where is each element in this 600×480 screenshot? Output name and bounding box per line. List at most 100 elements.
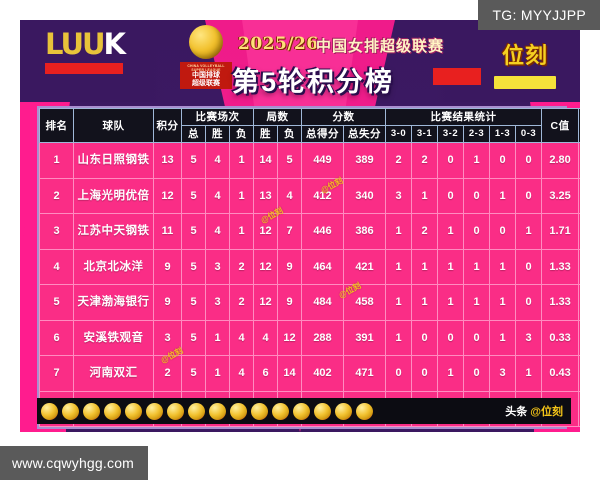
weike-logo-bar [494,76,556,89]
cell-points-for: 484 [301,284,344,321]
round-title: 第5轮积分榜 [232,67,395,97]
league-title: 中国女排超级联赛 [316,38,445,55]
th-sets-group: 局数 [253,108,302,126]
cell-c-value: 1.71 [541,213,580,250]
cell-result-0-3: 0 [514,142,543,179]
cell-matches-win: 3 [205,284,230,321]
cell-z-value: 0.85 [578,355,580,392]
poster-graphic: LUUK CHINA VOLLEYBALL SUPER LEAGUE 中国排球 … [20,20,580,432]
cell-result-2-3: 1 [463,142,490,179]
cell-matches-loss: 2 [229,248,254,285]
cell-sets-win: 12 [253,213,278,250]
cell-sets-loss: 14 [277,355,302,392]
cell-matches-total: 5 [181,142,206,179]
title-red-block [433,68,481,85]
luuk-logo-bar [45,63,123,74]
cell-team: 天津渤海银行 [73,284,154,321]
weike-logo: 位刻 [494,38,556,89]
cell-matches-total: 5 [181,284,206,321]
league-emblem: CHINA VOLLEYBALL SUPER LEAGUE 中国排球 超级联赛 [180,25,232,89]
cell-result-3-2: 1 [437,248,464,285]
volleyball-icon [314,402,331,420]
cell-team: 安溪铁观音 [73,319,154,356]
volleyball-icon [356,402,373,420]
emblem-caption: CHINA VOLLEYBALL SUPER LEAGUE 中国排球 超级联赛 [180,62,232,89]
cell-result-1-3: 1 [489,248,516,285]
table-header-row-1: 排名 球队 积分 比赛场次 局数 分数 比赛结果统计 C值 Z值 [39,108,580,143]
luuk-logo: LUUK [45,30,126,74]
cell-result-3-2: 0 [437,177,464,214]
cell-result-3-2: 1 [437,213,464,250]
cell-rank: 2 [39,177,74,214]
volleyball-icon [62,402,79,420]
cell-z-value: 1.21 [578,177,580,214]
standings-table: 排名 球队 积分 比赛场次 局数 分数 比赛结果统计 C值 Z值 总 胜 负 胜… [39,108,580,427]
th-z-value: Z值 [578,108,580,143]
standings-table-container: 排名 球队 积分 比赛场次 局数 分数 比赛结果统计 C值 Z值 总 胜 负 胜… [37,106,580,429]
th-matches-group: 比赛场次 [181,108,254,126]
cell-sets-loss: 9 [277,284,302,321]
cell-result-2-3: 0 [463,177,490,214]
volleyball-icon [83,402,100,420]
cell-points-for: 288 [301,319,344,356]
cell-result-0-3: 0 [514,284,543,321]
cell-result-3-1: 1 [411,177,438,214]
cell-result-3-2: 1 [437,284,464,321]
cell-sets-loss: 9 [277,248,302,285]
cell-team: 北京北冰洋 [73,248,154,285]
volleyball-icon [146,402,163,420]
cell-result-1-3: 1 [489,284,516,321]
cell-c-value: 1.33 [541,284,580,321]
th-result-3-2: 3-2 [437,125,464,143]
cell-result-2-3: 0 [463,213,490,250]
cell-sets-loss: 5 [277,142,302,179]
cell-c-value: 0.33 [541,319,580,356]
cell-sets-loss: 7 [277,213,302,250]
emblem-latin-text: CHINA VOLLEYBALL SUPER LEAGUE [187,64,225,72]
season-title: 2025/26 [238,34,319,54]
th-scores-group: 分数 [301,108,386,126]
cell-result-3-1: 0 [411,355,438,392]
th-team: 球队 [73,108,154,143]
volleyball-icon [167,402,184,420]
cell-z-value: 1.06 [578,284,580,321]
footer-credit: 头条 @位刻 [505,403,567,419]
cell-result-3-0: 1 [385,284,412,321]
cell-c-value: 2.80 [541,142,580,179]
th-points: 积分 [153,108,182,143]
volleyball-icon [272,402,289,420]
cell-points-against: 458 [343,284,386,321]
volleyball-icon [188,402,205,420]
cell-result-3-0: 1 [385,213,412,250]
cell-matches-win: 1 [205,319,230,356]
cell-matches-loss: 1 [229,177,254,214]
th-c-value: C值 [541,108,580,143]
volleyball-icon [293,402,310,420]
cell-result-1-3: 1 [489,177,516,214]
cell-c-value: 1.33 [541,248,580,285]
footer-account: @位刻 [530,406,563,418]
cell-points-for: 412 [301,177,344,214]
cell-points: 9 [153,248,182,285]
cell-matches-win: 3 [205,248,230,285]
cell-c-value: 3.25 [541,177,580,214]
cell-points: 12 [153,177,182,214]
cell-result-0-3: 1 [514,213,543,250]
cell-points-against: 340 [343,177,386,214]
telegram-tag-overlay: TG: MYYJJPP [478,0,600,30]
cell-rank: 1 [39,142,74,179]
website-url-overlay: www.cqwyhgg.com [0,446,149,480]
cell-rank: 5 [39,284,74,321]
cell-points-against: 386 [343,213,386,250]
th-points-for: 总得分 [301,125,344,143]
cell-sets-win: 12 [253,248,278,285]
cell-sets-win: 14 [253,142,278,179]
footer-source-label: 头条 [505,406,528,418]
volleyball-icon [41,402,58,420]
cell-points-against: 389 [343,142,386,179]
cell-result-0-3: 3 [514,319,543,356]
cell-matches-win: 1 [205,355,230,392]
